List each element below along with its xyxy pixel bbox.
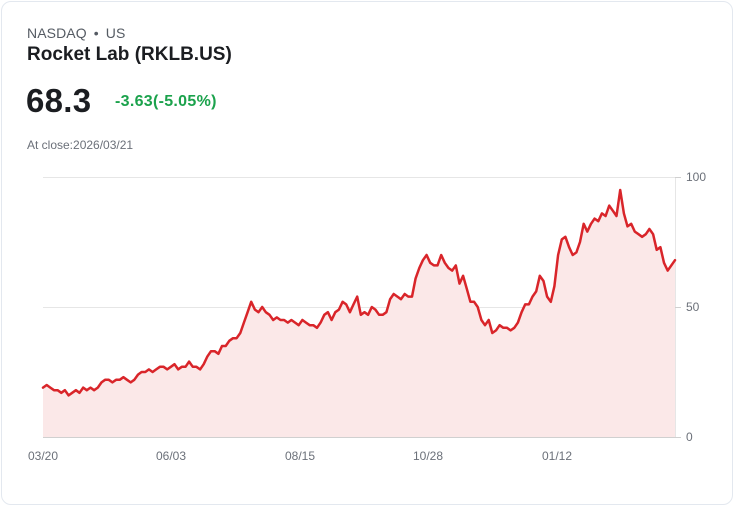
price-change: -3.63(-5.05%) [115, 93, 217, 110]
y-axis-labels: 100 50 0 [686, 170, 706, 444]
y-tick-label: 0 [686, 430, 693, 444]
y-tick-label: 50 [686, 300, 700, 314]
current-price: 68.3 [26, 82, 92, 119]
close-date: At close:2026/03/21 [27, 138, 134, 152]
x-tick-label: 10/28 [413, 449, 443, 463]
region: US [105, 25, 126, 41]
x-tick-label: 01/12 [542, 449, 572, 463]
x-axis-labels: 03/20 06/03 08/15 10/28 01/12 [28, 449, 572, 463]
stock-title: Rocket Lab (RKLB.US) [27, 44, 232, 65]
exchange-line: NASDAQ • US [27, 25, 125, 41]
price-area-fill [43, 190, 675, 437]
y-tick-label: 100 [686, 170, 706, 184]
x-tick-label: 08/15 [285, 449, 315, 463]
x-tick-label: 06/03 [156, 449, 186, 463]
exchange-name: NASDAQ [27, 25, 87, 41]
x-tick-label: 03/20 [28, 449, 58, 463]
price-line [41, 188, 677, 397]
separator-dot: • [93, 25, 99, 41]
